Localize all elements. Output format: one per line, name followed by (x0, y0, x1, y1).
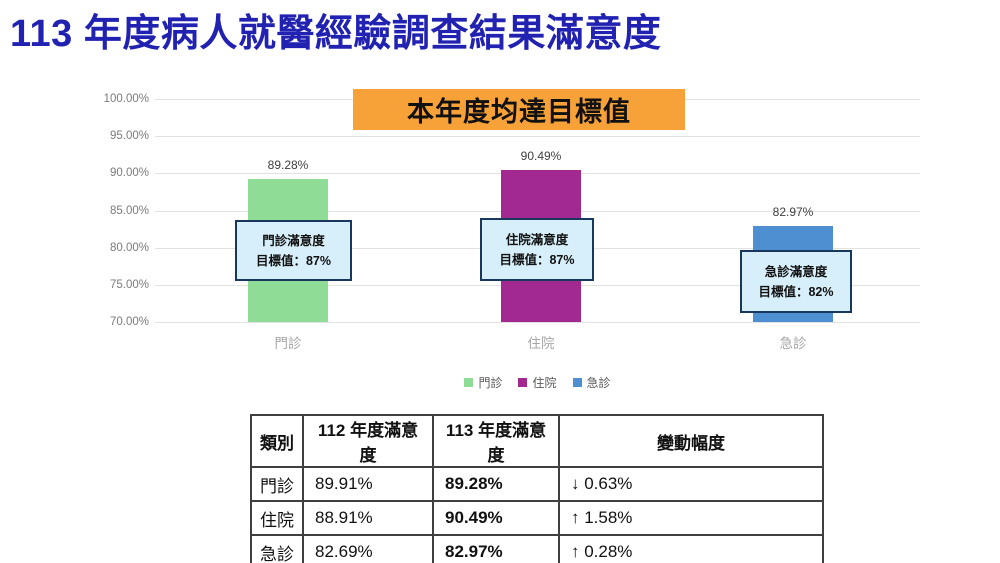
bar-value-label-inpatient: 90.49% (520, 148, 562, 163)
callout-emergency-line1: 急診滿意度 (764, 264, 828, 279)
bar-value-label-outpatient: 89.28% (267, 157, 309, 172)
table-row-emergency: 急診 82.69% 82.97% ↑ 0.28% (250, 534, 824, 563)
legend-label-outpatient: 門診 (478, 376, 503, 390)
x-axis-label-emergency: 急診 (779, 336, 807, 351)
y-axis-tick-label: 95.00% (109, 130, 149, 143)
y-axis-tick-label: 85.00% (109, 204, 149, 217)
callout-inpatient-line1: 住院滿意度 (505, 232, 569, 247)
gridline (155, 136, 920, 138)
callout-outpatient-line2: 目標值：87% (255, 253, 332, 268)
cell-112-value: 82.69% (302, 534, 434, 563)
cell-change-value: ↓ 0.63% (558, 466, 824, 502)
y-axis-tick-label: 90.00% (109, 167, 149, 180)
cell-category: 住院 (250, 500, 304, 536)
cell-category: 急診 (250, 534, 304, 563)
callout-emergency-line2: 目標值：82% (758, 284, 834, 299)
table-header-change: 變動幅度 (558, 414, 824, 468)
legend-item-inpatient: 住院 (518, 374, 557, 391)
table-header-113: 113 年度滿意度 (432, 414, 560, 468)
legend-swatch-outpatient (464, 378, 474, 387)
callout-emergency-target: 急診滿意度 目標值：82% (740, 250, 852, 313)
table-header-112: 112 年度滿意度 (302, 414, 434, 468)
cell-category: 門診 (250, 466, 304, 502)
callout-outpatient-target: 門診滿意度 目標值：87% (235, 220, 352, 281)
callout-inpatient-line2: 目標值：87% (499, 252, 575, 267)
page-title: 113 年度病人就醫經驗調查結果滿意度 (10, 13, 662, 55)
legend-swatch-inpatient (518, 378, 528, 387)
cell-112-value: 89.91% (302, 466, 434, 502)
cell-change-value: ↑ 1.58% (558, 500, 824, 536)
cell-113-value: 90.49% (432, 500, 560, 536)
cell-112-value: 88.91% (302, 500, 434, 536)
comparison-table: 類別 112 年度滿意度 113 年度滿意度 變動幅度 門診 89.91% 89… (250, 414, 824, 563)
legend-item-emergency: 急診 (572, 374, 611, 391)
table-header-row: 類別 112 年度滿意度 113 年度滿意度 變動幅度 (250, 414, 824, 468)
y-axis-tick-label: 100.00% (103, 93, 149, 105)
x-axis-label-inpatient: 住院 (527, 336, 555, 351)
legend-swatch-emergency (572, 378, 582, 387)
cell-113-value: 82.97% (432, 534, 560, 563)
callout-inpatient-target: 住院滿意度 目標值：87% (480, 218, 594, 281)
callout-outpatient-line1: 門診滿意度 (262, 233, 325, 248)
table-row-outpatient: 門診 89.91% 89.28% ↓ 0.63% (250, 466, 824, 502)
cell-change-value: ↑ 0.28% (558, 534, 824, 563)
chart-legend: 門診 住院 急診 (155, 374, 920, 391)
cell-113-value: 89.28% (432, 466, 560, 502)
legend-item-outpatient: 門診 (464, 374, 502, 391)
bar-value-label-emergency: 82.97% (772, 204, 814, 219)
table-row-inpatient: 住院 88.91% 90.49% ↑ 1.58% (250, 500, 824, 536)
target-achieved-banner: 本年度均達目標值 (353, 89, 685, 130)
legend-label-emergency: 急診 (586, 376, 611, 390)
table-header-category: 類別 (250, 414, 304, 468)
x-axis-label-outpatient: 門診 (274, 336, 302, 351)
y-axis-tick-label: 75.00% (109, 278, 149, 291)
gridline (155, 322, 920, 323)
legend-label-inpatient: 住院 (532, 376, 557, 390)
y-axis-tick-label: 70.00% (109, 316, 149, 328)
y-axis-tick-label: 80.00% (109, 241, 149, 254)
